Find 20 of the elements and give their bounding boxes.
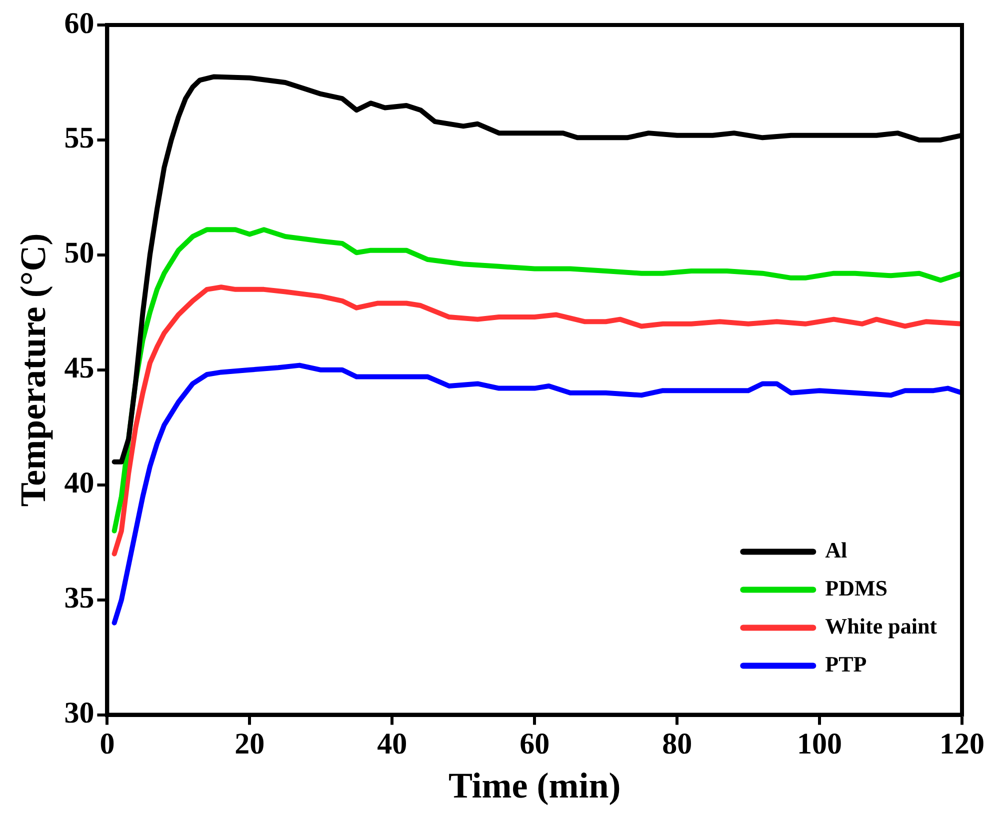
x-axis-title: Time (min) bbox=[448, 766, 621, 806]
legend-label: PDMS bbox=[825, 575, 888, 600]
y-tick-label: 50 bbox=[64, 236, 94, 270]
y-tick-label: 55 bbox=[64, 122, 94, 155]
x-tick-label: 100 bbox=[797, 728, 842, 761]
legend-label: Al bbox=[825, 537, 848, 562]
x-tick-label: 60 bbox=[520, 728, 550, 761]
y-axis-title: Temperature (°C) bbox=[12, 233, 53, 507]
legend-label: White paint bbox=[825, 613, 938, 638]
legend-label: PTP bbox=[825, 651, 867, 676]
y-tick-label: 60 bbox=[64, 6, 94, 40]
y-tick-label: 45 bbox=[64, 352, 94, 385]
x-tick-label: 0 bbox=[100, 728, 115, 761]
y-tick-label: 40 bbox=[64, 466, 94, 500]
x-tick-label: 80 bbox=[662, 728, 692, 761]
x-tick-label: 120 bbox=[940, 728, 984, 761]
y-tick-label: 35 bbox=[64, 582, 94, 615]
x-tick-label: 40 bbox=[377, 728, 408, 761]
y-tick-label: 30 bbox=[64, 696, 94, 730]
x-tick-label: 20 bbox=[234, 728, 265, 761]
